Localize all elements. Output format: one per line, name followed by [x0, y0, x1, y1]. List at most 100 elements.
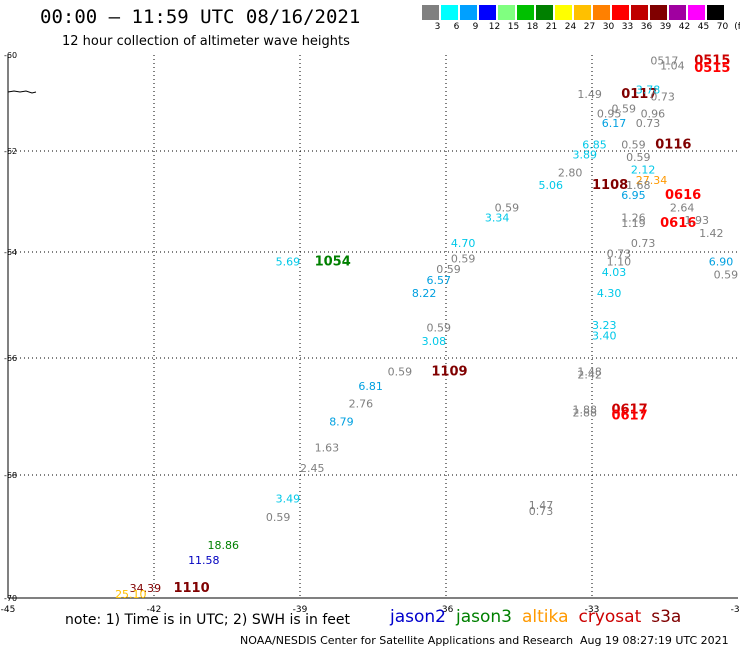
wave-height-label: 1.48 [577, 366, 602, 379]
wave-height-label: 0.96 [641, 107, 666, 120]
generation-timestamp: Aug 19 08:27:19 UTC 2021 [580, 634, 729, 647]
scale-swatch [422, 5, 439, 20]
wave-height-label: 6.95 [621, 189, 646, 202]
wave-height-label: 3.08 [422, 335, 447, 348]
pass-time-label: 0515 [694, 61, 730, 76]
wave-height-label: 6.85 [582, 139, 607, 152]
scale-label: 33 [621, 22, 634, 32]
lon-tick-label: -30 [731, 605, 740, 615]
wave-height-label: 27.34 [636, 174, 668, 187]
wave-height-label: 6.81 [358, 380, 383, 393]
lon-tick-label: -42 [147, 605, 162, 615]
wave-height-label: 6.57 [427, 274, 452, 287]
scale-swatch [593, 5, 610, 20]
wave-height-label: 0.59 [626, 151, 651, 164]
legend-cryosat: cryosat [578, 607, 642, 627]
wave-height-label: 2.80 [558, 166, 583, 179]
wave-height-label: 0.59 [621, 139, 646, 152]
wave-height-label: 3.89 [573, 149, 598, 162]
scale-label: 18 [526, 22, 539, 32]
lon-tick-label: -33 [585, 605, 600, 615]
pass-time-label: 0117 [621, 87, 657, 102]
wave-height-label: 1.42 [699, 227, 724, 240]
credit-line: NOAA/NESDIS Center for Satellite Applica… [240, 634, 574, 647]
wave-height-label: 4.30 [597, 287, 622, 300]
wave-height-label: 0.59 [266, 511, 291, 524]
wave-height-label: 2.76 [349, 398, 374, 411]
map-title: 00:00 – 11:59 UTC 08/16/2021 [40, 6, 361, 28]
pass-time-label: 1054 [315, 254, 351, 269]
scale-swatch [555, 5, 572, 20]
wave-height-label: 1.26 [621, 212, 646, 225]
legend-jason2: jason2 [390, 607, 446, 627]
pass-time-label: 0617 [611, 408, 647, 423]
wave-height-label: 2.88 [573, 407, 598, 420]
wave-height-label: 8.22 [412, 287, 437, 300]
wave-height-label: 0.59 [388, 366, 413, 379]
scale-label: 70 [716, 22, 729, 32]
wave-height-label: 0.73 [631, 237, 656, 250]
scale-label: 9 [472, 22, 479, 32]
scale-swatch [479, 5, 496, 20]
wave-height-label: 1.68 [626, 179, 651, 192]
scale-swatch [574, 5, 591, 20]
pass-time-label: 0616 [665, 188, 701, 203]
scale-swatch [688, 5, 705, 20]
wave-height-label: 1.19 [621, 217, 646, 230]
scale-swatch [460, 5, 477, 20]
wave-height-label: 2.45 [300, 462, 325, 475]
scale-swatch [631, 5, 648, 20]
wave-height-label: 0517 [650, 55, 678, 68]
scale-swatch [536, 5, 553, 20]
wave-height-label: 1.49 [577, 88, 602, 101]
pass-time-label: 1108 [592, 178, 628, 193]
lat-tick-label: -70 [4, 594, 17, 603]
scale-swatch [669, 5, 686, 20]
wave-height-label: 6.17 [602, 117, 627, 130]
wave-height-label: 1.63 [315, 442, 340, 455]
wave-height-label: 34.39 [130, 582, 162, 595]
pass-time-label: 0116 [655, 138, 691, 153]
wave-height-label: 0.73 [636, 117, 661, 130]
scale-label: 3 [434, 22, 441, 32]
wave-height-label: 2.64 [670, 202, 695, 215]
lat-tick-label: -62 [4, 147, 17, 156]
pass-time-label: 0617 [611, 403, 647, 418]
scale-label: 15 [507, 22, 520, 32]
footer-note: note: 1) Time is in UTC; 2) SWH is in fe… [65, 612, 351, 628]
wave-height-label: 0.59 [611, 103, 636, 116]
scale-label: 42 [678, 22, 691, 32]
pass-time-label: 1110 [173, 581, 209, 596]
wave-height-label: 0.73 [607, 247, 632, 260]
wave-height-label: 3.34 [485, 212, 510, 225]
pass-time-label: 0616 [660, 216, 696, 231]
satellite-legend: jason2 jason3 altika cryosat s3a [390, 607, 691, 627]
coastline-fragment [7, 90, 37, 94]
lat-tick-label: -64 [4, 248, 17, 257]
wave-height-label: 1.10 [607, 255, 632, 268]
wave-height-label: 5.69 [276, 255, 301, 268]
scale-label: 30 [602, 22, 615, 32]
scale-label: 12 [488, 22, 501, 32]
scale-swatch [707, 5, 724, 20]
wave-height-label: 6.90 [709, 255, 734, 268]
wave-height-label: 1.47 [529, 499, 554, 512]
wave-height-label: 11.58 [188, 554, 220, 567]
scale-swatch [441, 5, 458, 20]
legend-s3a: s3a [651, 607, 682, 627]
scale-label: 39 [659, 22, 672, 32]
lon-tick-label: -39 [293, 605, 308, 615]
wave-height-label: 18.86 [208, 539, 240, 552]
scale-label: 6 [453, 22, 460, 32]
lat-tick-label: -66 [4, 354, 17, 363]
wave-height-label: 0.95 [597, 107, 622, 120]
wave-height-label: 0.59 [451, 253, 476, 266]
wave-height-label: 2.12 [631, 164, 656, 177]
wave-height-label: 0.73 [529, 505, 554, 518]
wave-height-label: 1.88 [573, 404, 598, 417]
lon-tick-label: -45 [1, 605, 16, 615]
lat-tick-label: -68 [4, 471, 17, 480]
wave-height-label: 1.93 [684, 214, 709, 227]
wave-height-label: 3.49 [276, 493, 301, 506]
